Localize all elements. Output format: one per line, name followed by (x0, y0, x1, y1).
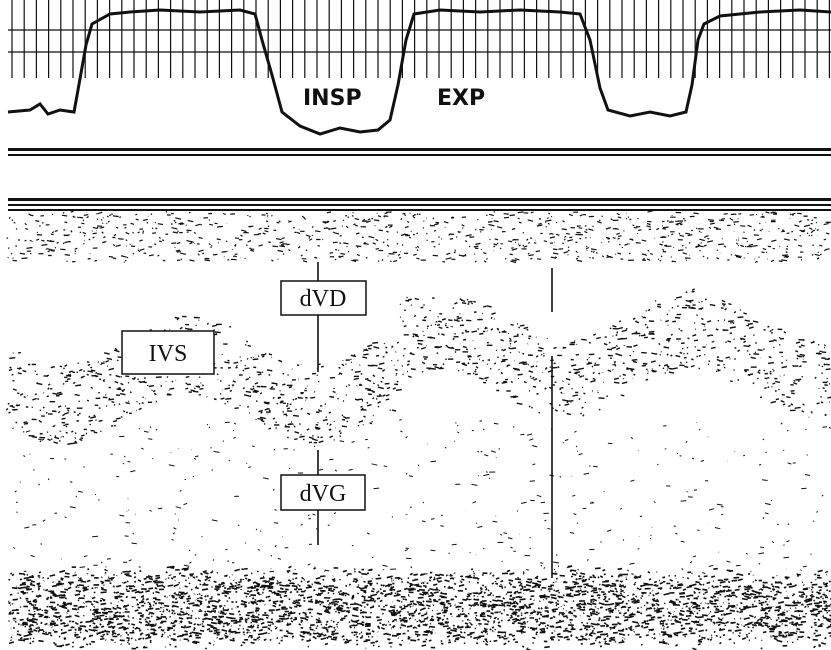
background (0, 0, 831, 650)
dvd-label: dVD (300, 286, 347, 312)
dvg-label: dVG (300, 481, 347, 507)
separator (8, 154, 831, 156)
transducer-line (8, 209, 831, 211)
transducer-line (8, 204, 831, 206)
insp-label: INSP (303, 86, 362, 111)
ivs-label: IVS (149, 341, 188, 367)
m-mode-figure: INSP EXP dVD IVS dVG (0, 0, 831, 650)
page: INSP EXP dVD IVS dVG (() => { const data… (0, 0, 831, 650)
transducer-line (8, 198, 831, 201)
exp-label: EXP (437, 86, 485, 111)
separator (8, 148, 831, 151)
